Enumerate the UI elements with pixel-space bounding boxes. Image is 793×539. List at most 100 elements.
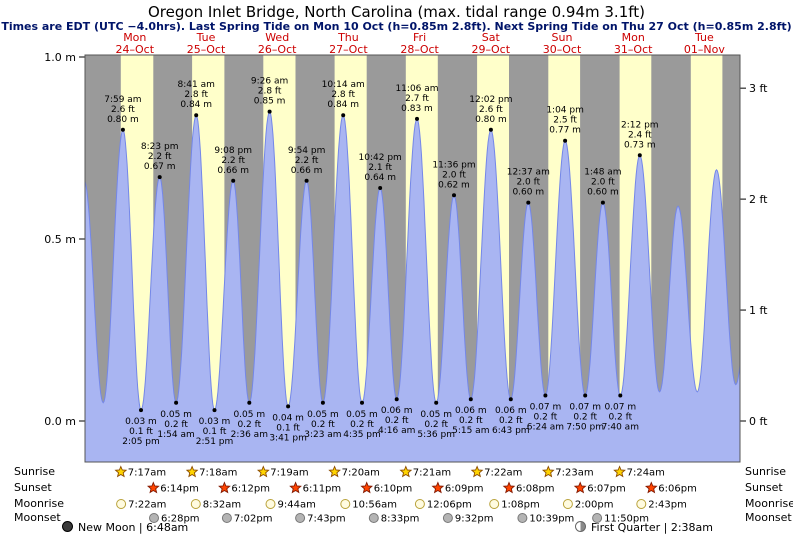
sunrise-time: 7:20am [342,468,380,479]
low-tide-label: 0.03 m [125,417,157,427]
high-tide-label: 2:12 pm [621,120,659,130]
low-tide-label: 0.2 ft [164,420,188,430]
sunrise-icon [399,465,413,478]
moonrise-time: 2:00pm [575,500,614,511]
sunrise-icon [541,465,555,478]
low-tide-label: 0.2 ft [499,416,523,426]
tide-point [618,393,623,398]
tide-point [267,109,272,114]
sunrise-icon [328,465,341,478]
high-tide-label: 7:59 am [104,95,141,105]
sunset-time: 6:11pm [303,484,342,495]
moonset-icon [442,513,453,523]
moonset-row-label-right: Moonset [745,511,792,524]
low-tide-label: 0.2 ft [385,416,409,426]
tide-point [468,397,473,402]
day-label-dow: Tue [694,31,714,44]
low-tide-label: 0.05 m [420,410,452,420]
moonrise-icon [562,499,573,509]
high-tide-label: 0.62 m [438,180,470,190]
high-tide-label: 2.8 ft [331,90,355,100]
tide-point [508,397,513,402]
tide-point [434,400,439,405]
day-label-date: 28–Oct [400,43,439,56]
high-tide-label: 1:48 am [584,168,621,178]
moonset-time: 7:43pm [307,514,346,525]
low-tide-label: 3:23 am [304,430,341,440]
day-label-date: 24–Oct [116,43,155,56]
tide-point [394,397,399,402]
sunrise-row-label-left: Sunrise [14,465,56,478]
low-tide-label: 0.05 m [307,410,339,420]
high-tide-label: 0.66 m [291,166,323,176]
sunset-row-label-right: Sunset [745,481,783,494]
high-tide-label: 0.84 m [327,100,359,110]
sunset-time: 6:08pm [516,484,555,495]
moonrise-time: 7:22am [128,500,166,511]
tide-area [85,111,740,462]
sunset-icon [502,481,516,494]
sunset-icon [644,481,658,494]
low-tide-label: 0.07 m [569,403,601,413]
day-label-dow: Sat [482,31,501,44]
moonset-icon [295,513,306,523]
high-tide-label: 2.8 ft [258,87,282,97]
high-tide-label: 9:08 pm [214,146,252,156]
low-tide-label: 0.06 m [381,406,413,416]
tide-point [304,178,309,183]
high-tide-label: 2.8 ft [184,90,208,100]
low-tide-label: 3:41 pm [269,433,307,443]
moonset-time: 9:32pm [455,514,494,525]
high-tide-label: 8:23 pm [141,142,179,152]
high-tide-label: 0.60 m [587,188,619,198]
high-tide-label: 0.83 m [401,104,433,114]
tide-point [174,400,179,405]
high-tide-label: 12:02 pm [469,95,512,105]
first-quarter-icon [575,521,586,532]
sunset-time: 6:12pm [231,484,270,495]
high-tide-label: 8:41 am [178,80,215,90]
y-axis-left-label: 1.0 m [44,51,76,64]
new-moon-text: New Moon | 6:48am [78,521,189,534]
sunrise-time: 7:17am [128,468,166,479]
moonset-icon [368,513,379,523]
moonrise-row-label-right: Moonrise [745,497,793,510]
high-tide-label: 0.77 m [549,126,581,136]
low-tide-label: 0.2 ft [608,413,632,423]
sunrise-time: 7:19am [270,468,308,479]
moonset-icon [149,513,159,523]
low-tide-label: 0.1 ft [129,427,153,437]
high-tide-label: 0.80 m [107,115,139,125]
moonset-time: 10:39pm [529,514,574,525]
moonrise-icon [190,499,201,509]
moonset-icon [221,513,232,523]
sunset-time: 6:07pm [587,484,626,495]
high-tide-label: 2.5 ft [553,116,577,126]
day-label-date: 01–Nov [684,43,725,56]
sunrise-icon [613,465,626,478]
y-axis-right-label: 1 ft [749,304,768,317]
day-label-dow: Wed [265,31,289,44]
day-label-dow: Mon [622,31,645,44]
low-tide-label: 0.2 ft [237,420,261,430]
y-axis-right-label: 3 ft [749,82,768,95]
high-tide-label: 0.64 m [364,173,396,183]
high-tide-label: 2.2 ft [295,156,319,166]
low-tide-label: 0.05 m [233,410,265,420]
sunset-row-label-left: Sunset [14,481,52,494]
high-tide-label: 10:14 am [322,80,365,90]
sunset-time: 6:10pm [374,484,413,495]
tide-point [452,193,456,198]
sunset-icon [218,481,231,494]
moonrise-icon [340,499,351,509]
sunrise-icon [470,465,484,478]
page-title: Oregon Inlet Bridge, North Carolina (max… [148,3,645,21]
low-tide-label: 0.03 m [199,417,231,427]
low-tide-label: 2:36 am [231,430,268,440]
high-tide-label: 2.7 ft [405,94,429,104]
low-tide-label: 6:43 pm [492,426,530,436]
low-tide-label: 0.2 ft [424,420,448,430]
day-label-dow: Fri [413,31,426,44]
low-tide-label: 4:35 pm [343,430,381,440]
first-quarter-text: First Quarter | 2:38am [591,521,713,534]
